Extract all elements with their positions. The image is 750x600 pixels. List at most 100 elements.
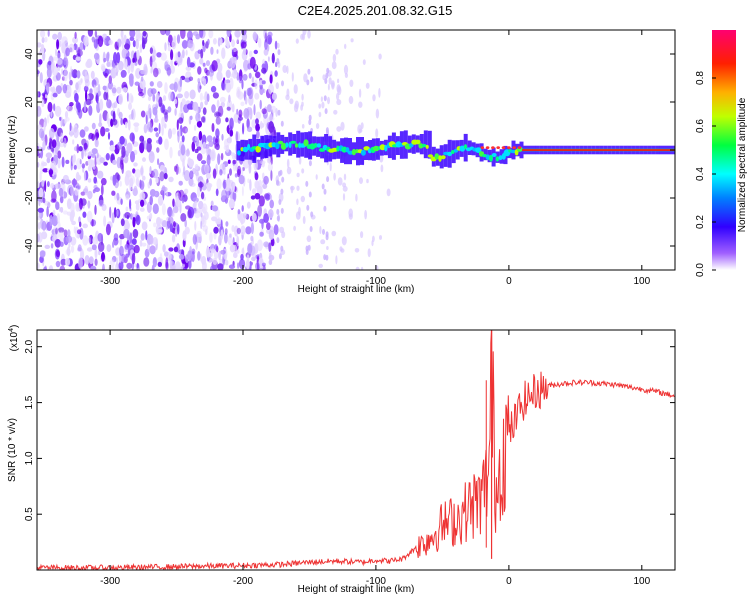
noise-mark (175, 163, 179, 176)
noise-mark (143, 257, 150, 267)
noise-mark (98, 241, 105, 252)
noise-mark (326, 67, 330, 74)
noise-mark (258, 37, 262, 48)
noise-mark (153, 117, 159, 123)
noise-mark (244, 96, 248, 105)
noise-mark (350, 38, 354, 43)
noise-mark (77, 244, 82, 252)
noise-mark (174, 98, 178, 105)
noise-mark (59, 116, 62, 121)
noise-mark (225, 82, 232, 93)
noise-mark (59, 265, 66, 270)
noise-mark (46, 206, 49, 218)
noise-mark (180, 213, 187, 222)
noise-mark (267, 36, 272, 45)
noise-mark (61, 68, 64, 76)
noise-mark (267, 56, 270, 62)
noise-mark (255, 262, 260, 270)
noise-mark (220, 101, 225, 108)
noise-mark (120, 198, 123, 205)
noise-mark (87, 190, 93, 200)
noise-mark (216, 71, 223, 81)
noise-mark (358, 101, 363, 108)
noise-mark (192, 234, 197, 245)
noise-mark (149, 245, 156, 255)
noise-mark (161, 203, 166, 216)
noise-mark (232, 159, 237, 165)
noise-mark (307, 30, 311, 39)
noise-mark (39, 255, 44, 264)
noise-mark (146, 141, 152, 153)
noise-mark (41, 37, 45, 44)
noise-mark (198, 200, 204, 210)
noise-mark (128, 119, 131, 131)
noise-mark (302, 30, 307, 36)
noise-mark (197, 251, 201, 261)
noise-mark (54, 105, 62, 117)
signal-blob (489, 154, 493, 162)
spectrogram-xlabel: Height of straight line (km) (298, 284, 415, 295)
noise-mark (263, 241, 270, 248)
noise-mark (248, 163, 252, 174)
noise-mark (173, 81, 178, 93)
noise-mark (229, 168, 232, 176)
noise-mark (274, 40, 278, 50)
noise-mark (91, 148, 98, 155)
noise-mark (224, 232, 228, 244)
noise-mark (220, 219, 223, 230)
noise-mark (37, 207, 44, 213)
noise-mark (298, 206, 301, 216)
noise-mark (375, 108, 380, 119)
noise-mark (132, 168, 136, 174)
noise-mark (264, 32, 268, 43)
noise-mark (114, 65, 118, 73)
noise-mark (320, 239, 326, 245)
noise-mark (38, 198, 41, 207)
noise-mark (47, 181, 50, 187)
noise-mark (183, 170, 190, 182)
snr-ylabel: SNR (10 * v/v) (7, 418, 18, 482)
noise-mark (194, 200, 198, 207)
noise-mark (372, 94, 376, 102)
noise-mark (324, 78, 328, 84)
noise-mark (149, 47, 153, 54)
noise-mark (172, 127, 176, 135)
noise-mark (48, 127, 55, 139)
noise-mark (104, 39, 107, 45)
noise-mark (106, 69, 112, 74)
noise-mark (119, 135, 125, 145)
noise-mark (216, 178, 222, 190)
noise-mark (134, 169, 141, 179)
noise-mark (135, 38, 139, 50)
noise-mark (259, 99, 262, 110)
noise-mark (326, 176, 330, 183)
noise-mark (286, 88, 290, 97)
noise-mark (268, 84, 275, 95)
noise-mark (366, 178, 369, 184)
noise-mark (327, 83, 330, 91)
noise-mark (348, 208, 354, 218)
noise-mark (208, 30, 214, 39)
noise-mark (60, 258, 67, 266)
noise-mark (240, 41, 247, 49)
noise-mark (281, 176, 285, 183)
noise-mark (150, 235, 154, 245)
noise-mark (196, 146, 202, 151)
noise-mark (169, 146, 173, 159)
noise-mark (131, 109, 134, 120)
noise-mark (202, 141, 206, 149)
noise-mark (98, 122, 103, 128)
noise-mark (99, 99, 104, 111)
y-tick-label: 1.5 (24, 395, 35, 409)
noise-mark (47, 202, 51, 208)
noise-mark (386, 188, 391, 197)
noise-mark (54, 183, 61, 189)
noise-mark (182, 230, 187, 242)
noise-mark (52, 209, 56, 216)
noise-mark (125, 206, 129, 212)
noise-mark (84, 71, 88, 78)
noise-mark (254, 79, 258, 90)
noise-mark (167, 128, 173, 139)
noise-mark (95, 95, 98, 102)
